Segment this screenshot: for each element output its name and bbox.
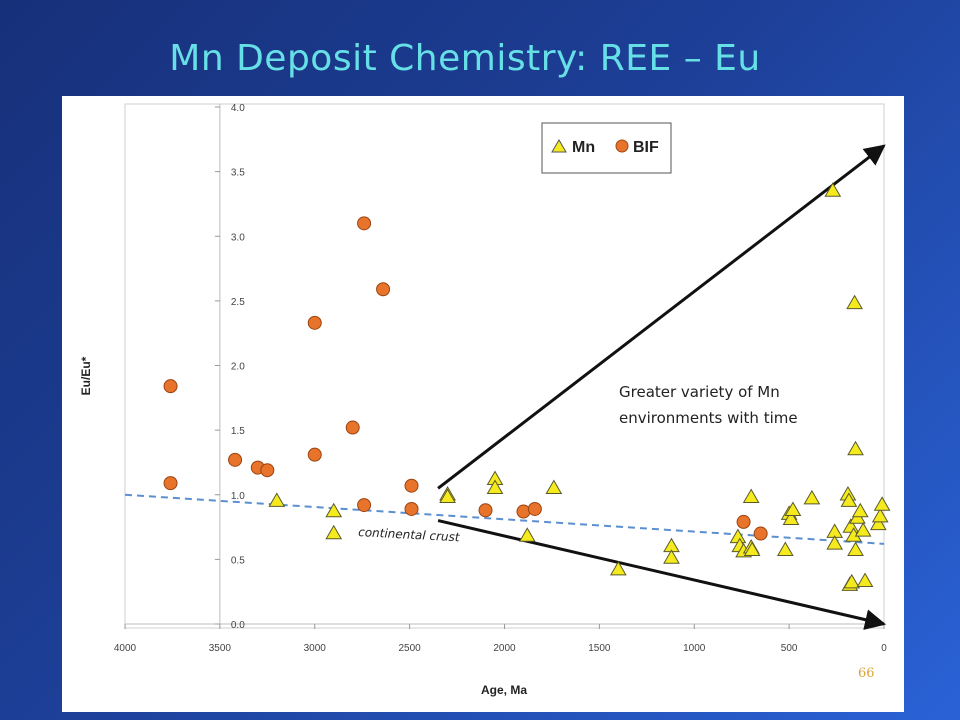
- x-tick-label: 500: [781, 643, 798, 654]
- mn-point: [325, 502, 343, 518]
- bif-point: [163, 379, 178, 394]
- legend: Mn BIF: [541, 122, 672, 174]
- mn-point: [851, 502, 869, 518]
- mn-point: [843, 573, 861, 589]
- bif-point: [163, 476, 178, 491]
- lower-trend-arrow: [437, 519, 887, 630]
- mn-point: [826, 535, 844, 550]
- mn-point: [742, 488, 760, 504]
- bif-point: [736, 514, 751, 529]
- chart-panel: 0.0 0.5 1.0 1.5 2.0 2.5 3.0 3.5 4.0 4000 3500 3000 2…: [62, 96, 904, 712]
- y-tick-label: 0.5: [231, 555, 245, 566]
- mn-point: [824, 182, 842, 197]
- mn-point: [856, 572, 874, 588]
- mn-point: [545, 479, 563, 494]
- bif-point: [228, 452, 243, 467]
- mn-point: [729, 528, 747, 544]
- bif-point: [478, 503, 493, 518]
- mn-point: [439, 488, 456, 504]
- mn-point: [268, 492, 286, 507]
- y-tick-label: 0.0: [231, 620, 245, 631]
- y-tick-label: 3.5: [231, 168, 245, 179]
- bif-point: [753, 526, 768, 541]
- x-tick-label: 4000: [114, 643, 137, 654]
- bif-point: [404, 501, 419, 516]
- annotation-line-2: environments with time: [619, 409, 798, 427]
- mn-point: [847, 440, 864, 456]
- x-tick-label: 1000: [683, 643, 706, 654]
- bif-point: [357, 498, 372, 513]
- eu-anomaly-scatter-chart: 0.0 0.5 1.0 1.5 2.0 2.5 3.0 3.5 4.0 4000 3500 3000 2…: [79, 103, 891, 697]
- y-tick-label: 4.0: [231, 103, 245, 114]
- continental-crust-line-layer: [124, 493, 885, 545]
- mn-point: [743, 541, 761, 557]
- bif-point: [307, 447, 322, 462]
- bif-point: [527, 501, 542, 516]
- y-tick-label: 3.0: [231, 232, 245, 243]
- bif-point: [376, 282, 391, 297]
- axes-layer: 0.0 0.5 1.0 1.5 2.0 2.5 3.0 3.5 4.0 4000 3500 3000 2…: [114, 103, 887, 654]
- continental-crust-label: continental crust: [358, 525, 461, 544]
- x-tick-label: 2500: [399, 643, 422, 654]
- mn-point: [847, 541, 864, 557]
- x-tick-label: 3000: [304, 643, 327, 654]
- y-axis-title: Eu/Eu*: [79, 356, 93, 395]
- bif-point: [357, 216, 372, 231]
- data-points-layer: [163, 182, 891, 591]
- legend-bif-marker: [615, 139, 629, 153]
- x-tick-label: 2000: [493, 643, 516, 654]
- x-axis-title: Age, Ma: [481, 683, 527, 697]
- y-tick-label: 2.5: [231, 297, 245, 308]
- bif-point: [345, 420, 360, 435]
- x-tick-label: 0: [881, 643, 887, 654]
- legend-bif-label: BIF: [633, 139, 659, 156]
- arrow-layer: [437, 144, 887, 630]
- legend-mn-label: Mn: [572, 139, 595, 156]
- slide-title: Mn Deposit Chemistry: REE – Eu: [169, 38, 761, 79]
- x-tick-label: 3500: [209, 643, 232, 654]
- mn-point: [784, 501, 802, 516]
- bif-point: [260, 463, 275, 478]
- mn-point: [840, 492, 858, 507]
- x-tick-label: 1500: [588, 643, 611, 654]
- bif-point: [307, 315, 322, 330]
- mn-point: [871, 507, 889, 523]
- mn-point: [873, 496, 891, 511]
- bif-point: [516, 504, 531, 519]
- mn-point: [854, 522, 872, 537]
- mn-point: [803, 489, 821, 505]
- y-tick-label: 1.0: [231, 491, 245, 502]
- legend-mn-marker: [551, 139, 567, 153]
- annotation-line-1: Greater variety of Mn: [619, 383, 780, 401]
- mn-point: [846, 294, 863, 310]
- mn-point: [609, 560, 627, 576]
- mn-point: [663, 549, 680, 564]
- upper-trend-arrow: [437, 144, 886, 490]
- y-tick-label: 2.0: [231, 362, 245, 373]
- mn-point: [776, 541, 794, 557]
- slide-number: 66: [858, 666, 875, 681]
- mn-point: [325, 524, 343, 540]
- y-tick-label: 1.5: [231, 426, 245, 437]
- mn-point: [486, 479, 504, 494]
- bif-point: [404, 478, 419, 493]
- mn-point: [869, 515, 887, 531]
- mn-point: [782, 510, 800, 526]
- mn-point: [518, 527, 536, 542]
- continental-crust-line: [124, 493, 885, 545]
